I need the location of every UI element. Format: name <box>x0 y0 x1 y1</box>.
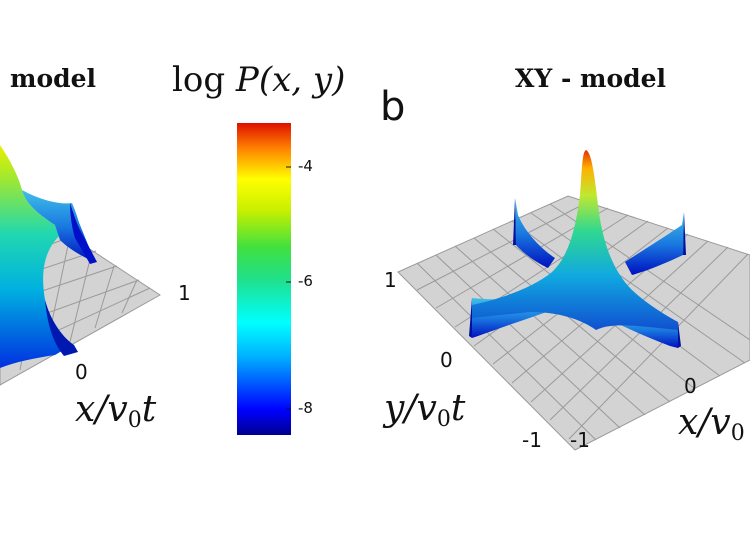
colorbar-tick-minus-8: -8 <box>298 399 313 417</box>
colorbar-tick-minus-4: -4 <box>298 157 313 175</box>
panel-a-title: model <box>10 64 97 93</box>
panel-b-tick-y-0: 0 <box>440 348 453 372</box>
colorbar-ticks <box>286 166 291 410</box>
panel-b-tick-x-minus-1: -1 <box>570 428 590 452</box>
panel-b-surface <box>469 150 686 348</box>
colorbar-gradient <box>237 123 291 435</box>
colorbar-title: log P(x, y) <box>172 60 346 100</box>
panel-b-tick-x-0: 0 <box>684 374 697 398</box>
panel-b-title: XY - model <box>515 64 667 93</box>
panel-b-tick-y-1: 1 <box>384 268 397 292</box>
colorbar-tick-minus-6: -6 <box>298 272 313 290</box>
panel-b-tick-y-minus-1: -1 <box>522 428 542 452</box>
panel-a-tick-y-1: 1 <box>178 281 191 305</box>
panel-b-x-axis-label: x/v0 <box>678 402 745 446</box>
panel-b-y-axis-label: y/v0t <box>384 388 466 432</box>
panel-a-tick-x-0: 0 <box>75 360 88 384</box>
panel-b-letter: b <box>380 84 406 130</box>
panel-a-x-axis-label: x/v0t <box>75 389 157 433</box>
panel-a-surface <box>0 145 97 368</box>
